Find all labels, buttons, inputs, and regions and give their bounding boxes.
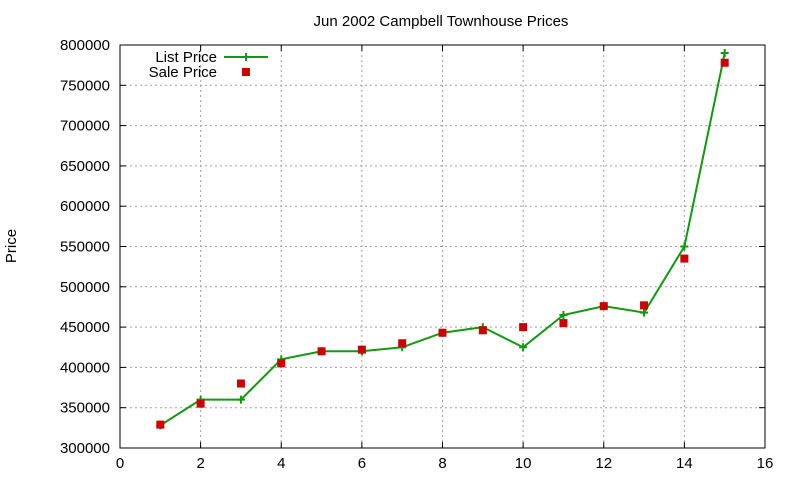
- legend-label: List Price: [155, 49, 217, 66]
- list-price-point: [559, 311, 568, 320]
- list-price-point: [720, 49, 729, 58]
- y-tick-label: 550000: [60, 239, 110, 256]
- x-tick-label: 6: [358, 455, 366, 472]
- sale-price-point: [640, 301, 649, 310]
- sale-price-point: [559, 319, 568, 328]
- x-tick-label: 2: [196, 455, 204, 472]
- series-layer: [156, 49, 729, 430]
- sale-price-point: [398, 339, 407, 348]
- y-axis-label: Price: [3, 229, 20, 263]
- y-tick-label: 350000: [60, 400, 110, 417]
- chart-title: Jun 2002 Campbell Townhouse Prices: [314, 13, 569, 30]
- legend-label: Sale Price: [149, 64, 217, 81]
- x-tick-label: 8: [438, 455, 446, 472]
- y-tick-label: 650000: [60, 158, 110, 175]
- y-tick-label: 750000: [60, 77, 110, 94]
- list-price-point: [519, 343, 528, 352]
- x-tick-label: 14: [676, 455, 693, 472]
- sale-price-point: [720, 58, 729, 67]
- legend-cross-sample: [242, 53, 250, 61]
- sale-price-point: [599, 302, 608, 311]
- sale-price-point: [156, 420, 165, 429]
- series-1: [156, 58, 729, 429]
- plot-frame: [119, 44, 766, 449]
- x-tick-label: 12: [595, 455, 612, 472]
- list-price-line: [159, 52, 726, 427]
- sale-price-point: [196, 399, 205, 408]
- legend-square-sample: [242, 68, 250, 76]
- x-tick-label: 0: [116, 455, 124, 472]
- sale-price-point: [277, 359, 286, 368]
- x-tick-label: 10: [515, 455, 532, 472]
- y-tick-label: 800000: [60, 37, 110, 54]
- y-tick-label: 300000: [60, 440, 110, 457]
- sale-price-point: [438, 328, 447, 337]
- tick-labels: 0 2 4 6 8 10 12 14 16 300000 350000 400000 450000 500…: [60, 37, 773, 472]
- sale-price-point: [478, 326, 487, 335]
- y-tick-label: 500000: [60, 279, 110, 296]
- x-tick-label: 16: [757, 455, 774, 472]
- y-tick-label: 400000: [60, 359, 110, 376]
- sale-price-point: [519, 323, 528, 332]
- grid: [120, 45, 765, 448]
- y-tick-label: 600000: [60, 198, 110, 215]
- y-tick-label: 700000: [60, 118, 110, 135]
- y-tick-label: 450000: [60, 319, 110, 336]
- sale-price-point: [317, 347, 326, 356]
- sale-price-point: [357, 345, 366, 354]
- sale-price-point: [236, 379, 245, 388]
- list-price-point: [640, 308, 649, 317]
- list-price-point: [680, 242, 689, 251]
- x-tick-label: 4: [277, 455, 285, 472]
- sale-price-point: [680, 254, 689, 263]
- list-price-point: [236, 395, 245, 404]
